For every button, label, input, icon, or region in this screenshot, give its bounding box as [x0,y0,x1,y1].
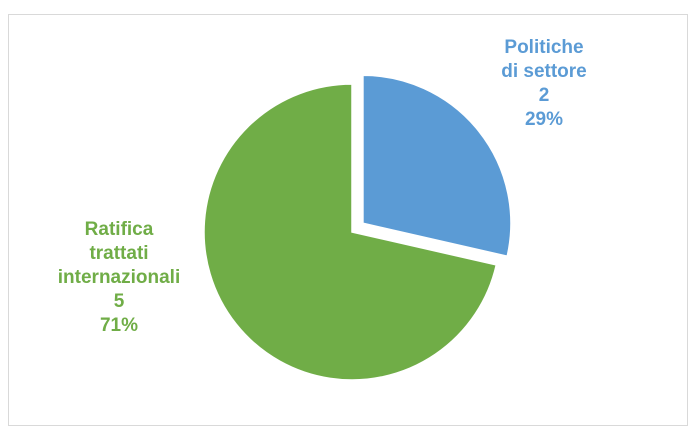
pie-slice-1 [362,74,512,258]
chart-area: Politiche di settore 2 29% Ratifica trattati i… [8,14,688,426]
slice-value-label: 5 [114,291,125,312]
slice-value-label: 2 [539,85,550,106]
slice-percent-label: 29% [525,109,563,130]
slice-category-label: internazionali [58,267,180,288]
slice-category-label: Politiche [504,37,583,58]
slice-category-label: Ratifica [85,219,154,240]
pie-slices [203,74,512,381]
slice-label-1: Politiche di settore 2 29% [501,37,587,130]
pie-slice-2 [203,83,498,381]
slice-label-2: Ratifica trattati internazionali 5 71% [58,219,180,336]
slice-percent-label: 71% [100,315,138,336]
pie-chart: Politiche di settore 2 29% Ratifica trattati i… [58,37,587,381]
slice-category-label: di settore [501,61,587,82]
slice-labels: Politiche di settore 2 29% Ratifica trattati i… [58,37,587,336]
slice-category-label: trattati [89,243,148,264]
